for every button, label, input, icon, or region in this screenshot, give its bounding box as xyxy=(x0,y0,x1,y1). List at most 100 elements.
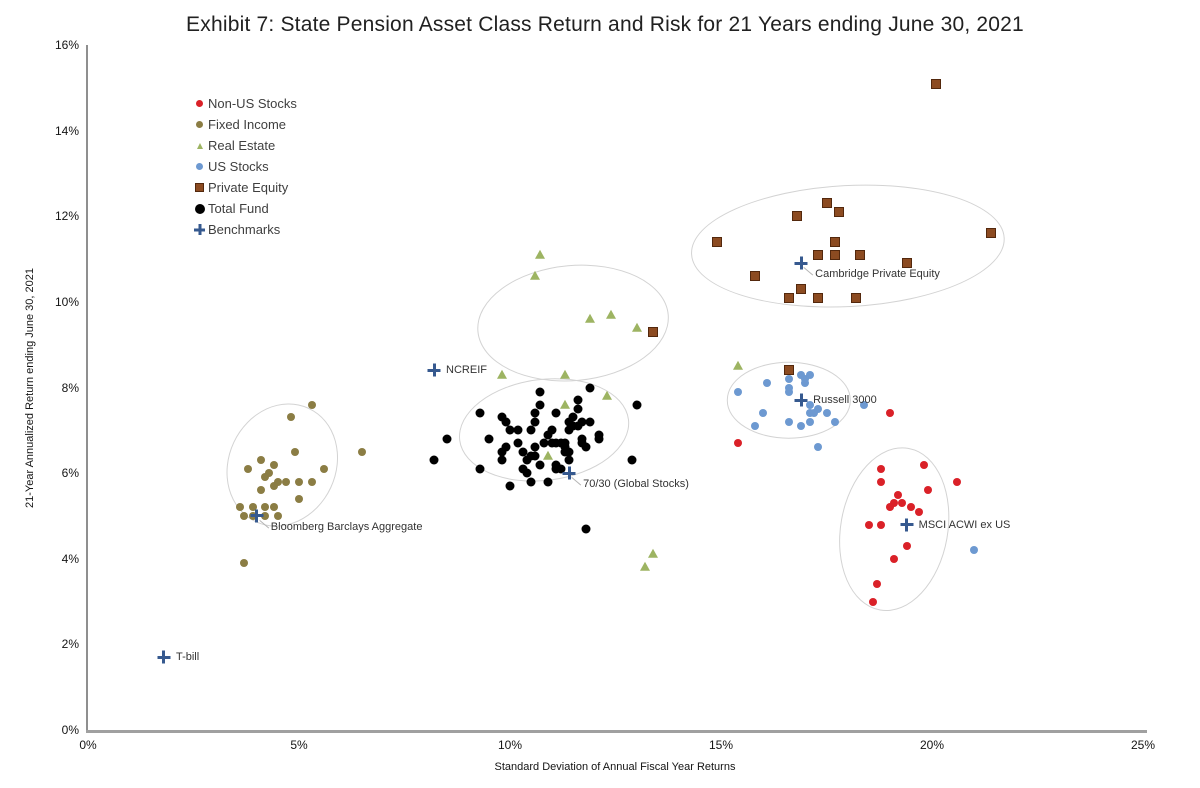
legend-label: US Stocks xyxy=(208,159,269,174)
point-fixed-income xyxy=(235,503,244,512)
point-fixed-income xyxy=(295,494,303,503)
point-fixed-income xyxy=(307,400,316,409)
point-private-equity xyxy=(834,206,845,217)
point-non-us-stocks xyxy=(894,490,903,499)
point-real-estate xyxy=(585,313,596,323)
point-us-stocks xyxy=(805,400,814,409)
y-tick-label: 4% xyxy=(61,551,79,566)
point-total-fund xyxy=(564,425,574,435)
us-stocks-marker-icon xyxy=(192,163,207,170)
point-fixed-income xyxy=(244,464,253,473)
benchmark-bloomberg-barclays-aggregate xyxy=(250,509,264,523)
point-fixed-income xyxy=(290,447,299,456)
point-non-us-stocks xyxy=(953,477,962,486)
cluster-ellipse-us-stocks xyxy=(726,362,851,439)
legend-item-non-us-stocks: Non-US Stocks xyxy=(192,93,297,114)
legend-label: Fixed Income xyxy=(208,117,287,132)
point-total-fund xyxy=(632,400,642,410)
point-private-equity xyxy=(711,236,722,247)
point-fixed-income xyxy=(265,469,274,478)
point-total-fund xyxy=(535,400,545,410)
x-tick-label: 5% xyxy=(290,738,308,752)
point-fixed-income xyxy=(261,473,270,482)
point-private-equity xyxy=(783,365,794,376)
point-real-estate xyxy=(606,309,617,319)
point-non-us-stocks xyxy=(877,520,886,529)
x-axis-line xyxy=(86,730,1147,733)
benchmark-t-bill xyxy=(157,650,171,664)
y-tick-label: 16% xyxy=(54,38,79,52)
legend-label: Private Equity xyxy=(208,180,289,195)
point-total-fund xyxy=(581,524,591,534)
legend-label: Benchmarks xyxy=(208,222,281,237)
point-real-estate xyxy=(648,549,659,559)
benchmark-msci-acwi-ex-us xyxy=(900,518,914,531)
point-non-us-stocks xyxy=(898,499,907,508)
legend-item-us-stocks: US Stocks xyxy=(192,156,297,177)
point-real-estate xyxy=(496,369,507,379)
point-total-fund xyxy=(505,481,515,491)
point-non-us-stocks xyxy=(877,477,886,486)
legend-label: Real Estate xyxy=(208,138,276,153)
point-fixed-income xyxy=(269,481,278,490)
point-fixed-income xyxy=(269,503,278,512)
point-us-stocks xyxy=(814,404,823,413)
y-tick-label: 0% xyxy=(61,723,79,737)
x-tick-label: 20% xyxy=(919,738,945,752)
y-tick-label: 12% xyxy=(54,209,79,224)
y-tick-label: 6% xyxy=(61,466,79,481)
point-private-equity xyxy=(986,228,997,239)
point-total-fund xyxy=(560,438,570,448)
point-private-equity xyxy=(813,249,824,260)
legend: Non-US Stocks Fixed Income Real Estate US S… xyxy=(192,93,297,240)
private-equity-marker-icon xyxy=(192,183,207,192)
point-total-fund xyxy=(573,421,583,431)
legend-item-real-estate: Real Estate xyxy=(192,135,297,156)
point-us-stocks xyxy=(733,387,742,396)
point-fixed-income xyxy=(286,413,295,422)
point-total-fund xyxy=(530,451,540,461)
benchmark-label: Russell 3000 xyxy=(813,394,877,407)
point-real-estate xyxy=(732,360,743,370)
point-total-fund xyxy=(475,464,485,474)
point-total-fund xyxy=(627,455,637,465)
point-total-fund xyxy=(585,417,595,427)
point-private-equity xyxy=(821,198,832,209)
benchmark-russell-3000 xyxy=(794,393,808,407)
x-tick-label: 0% xyxy=(79,738,97,752)
point-total-fund xyxy=(442,434,452,444)
y-tick-label: 14% xyxy=(54,123,79,138)
point-us-stocks xyxy=(814,443,823,452)
point-real-estate xyxy=(542,450,553,460)
point-private-equity xyxy=(901,258,912,269)
point-non-us-stocks xyxy=(877,464,886,473)
point-non-us-stocks xyxy=(885,409,894,418)
point-fixed-income xyxy=(295,477,303,486)
point-non-us-stocks xyxy=(923,486,932,495)
point-total-fund xyxy=(551,408,561,418)
point-real-estate xyxy=(534,249,545,259)
point-us-stocks xyxy=(797,370,806,379)
point-fixed-income xyxy=(273,511,282,520)
point-total-fund xyxy=(539,438,549,448)
y-axis-line xyxy=(86,45,88,730)
point-real-estate xyxy=(530,270,541,280)
point-total-fund xyxy=(535,387,545,397)
real-estate-marker-icon xyxy=(192,142,207,149)
benchmark-label: 70/30 (Global Stocks) xyxy=(583,478,689,491)
point-private-equity xyxy=(796,284,807,295)
point-private-equity xyxy=(931,78,942,89)
point-total-fund xyxy=(551,464,561,474)
point-real-estate xyxy=(559,399,570,409)
point-us-stocks xyxy=(970,546,979,555)
point-us-stocks xyxy=(784,417,793,426)
point-non-us-stocks xyxy=(868,597,877,606)
benchmark-label: Cambridge Private Equity xyxy=(815,268,940,281)
point-fixed-income xyxy=(358,447,367,456)
point-fixed-income xyxy=(261,511,270,520)
legend-label: Non-US Stocks xyxy=(208,96,297,111)
point-non-us-stocks xyxy=(915,507,924,516)
point-us-stocks xyxy=(805,417,814,426)
point-total-fund xyxy=(501,417,511,427)
